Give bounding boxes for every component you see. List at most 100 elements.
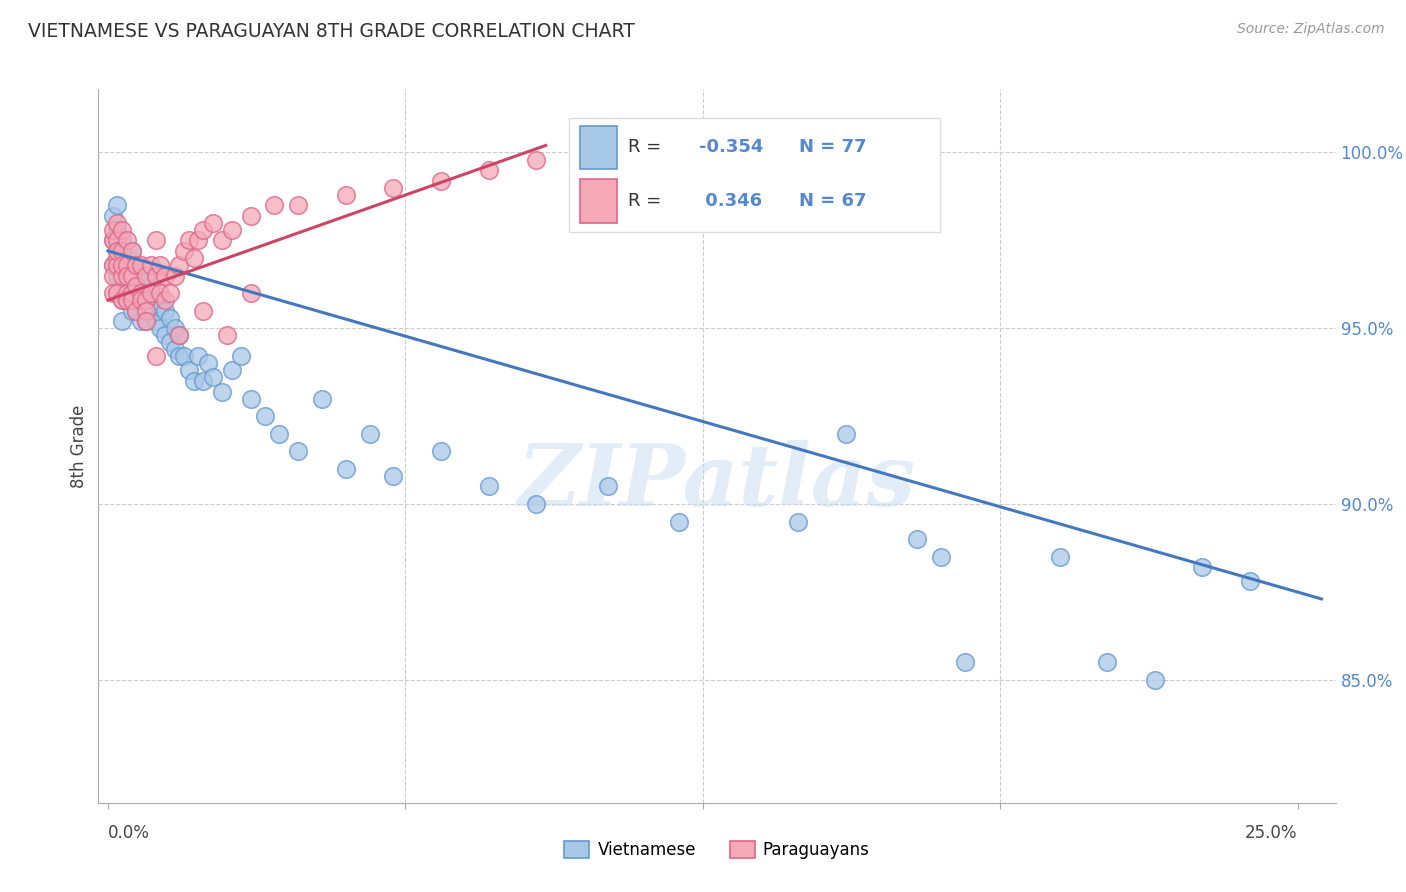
Point	[101, 209, 124, 223]
Point	[145, 268, 167, 283]
Point	[135, 293, 157, 307]
Point	[183, 374, 205, 388]
Point	[177, 363, 200, 377]
Point	[787, 515, 810, 529]
Point	[139, 279, 162, 293]
Point	[149, 258, 172, 272]
Point	[191, 303, 214, 318]
Point	[311, 392, 333, 406]
Point	[139, 286, 162, 301]
Point	[107, 286, 129, 301]
Point	[905, 532, 928, 546]
Point	[221, 223, 243, 237]
Point	[221, 363, 243, 377]
Point	[1049, 549, 1071, 564]
Text: 25.0%: 25.0%	[1246, 824, 1298, 842]
Point	[668, 515, 690, 529]
Point	[145, 233, 167, 247]
Point	[101, 258, 124, 272]
Point	[163, 268, 186, 283]
Point	[125, 258, 148, 272]
Point	[111, 293, 134, 307]
Point	[153, 293, 176, 307]
Point	[191, 374, 214, 388]
Point	[121, 286, 143, 301]
Point	[101, 268, 124, 283]
Point	[115, 268, 138, 283]
Point	[169, 328, 191, 343]
Point	[107, 223, 129, 237]
Point	[177, 233, 200, 247]
Text: ZIPatlas: ZIPatlas	[517, 440, 917, 524]
Point	[129, 286, 152, 301]
Point	[159, 286, 181, 301]
Point	[107, 286, 129, 301]
Point	[101, 223, 124, 237]
Point	[145, 350, 167, 364]
Point	[129, 293, 152, 307]
Point	[430, 444, 453, 458]
Point	[125, 286, 148, 301]
Point	[125, 303, 148, 318]
Point	[121, 268, 143, 283]
Point	[834, 426, 856, 441]
Point	[101, 258, 124, 272]
Point	[201, 370, 224, 384]
Point	[163, 321, 186, 335]
Point	[135, 303, 157, 318]
Point	[169, 350, 191, 364]
Point	[153, 303, 176, 318]
Point	[253, 409, 276, 424]
Point	[173, 350, 195, 364]
Point	[111, 279, 134, 293]
Legend: Vietnamese, Paraguayans: Vietnamese, Paraguayans	[558, 834, 876, 866]
Point	[169, 328, 191, 343]
Point	[101, 233, 124, 247]
Point	[129, 293, 152, 307]
Point	[211, 384, 233, 399]
Point	[107, 198, 129, 212]
Point	[107, 244, 129, 258]
Point	[1239, 574, 1261, 589]
Point	[107, 258, 129, 272]
Point	[129, 258, 152, 272]
Point	[107, 251, 129, 265]
Point	[173, 244, 195, 258]
Point	[115, 293, 138, 307]
Point	[111, 258, 134, 272]
Point	[129, 268, 152, 283]
Point	[115, 286, 138, 301]
Point	[478, 479, 501, 493]
Point	[183, 251, 205, 265]
Point	[129, 314, 152, 328]
Point	[115, 293, 138, 307]
Point	[111, 251, 134, 265]
Point	[115, 258, 138, 272]
Point	[478, 163, 501, 178]
Point	[149, 321, 172, 335]
Point	[111, 258, 134, 272]
Text: Source: ZipAtlas.com: Source: ZipAtlas.com	[1237, 22, 1385, 37]
Text: VIETNAMESE VS PARAGUAYAN 8TH GRADE CORRELATION CHART: VIETNAMESE VS PARAGUAYAN 8TH GRADE CORRE…	[28, 22, 636, 41]
Point	[135, 314, 157, 328]
Point	[139, 303, 162, 318]
Point	[430, 173, 453, 187]
Point	[201, 216, 224, 230]
Point	[121, 279, 143, 293]
Point	[125, 265, 148, 279]
Point	[101, 286, 124, 301]
Point	[596, 479, 619, 493]
Point	[139, 258, 162, 272]
Point	[107, 216, 129, 230]
Point	[149, 300, 172, 314]
Point	[191, 223, 214, 237]
Point	[187, 350, 209, 364]
Point	[121, 244, 143, 258]
Point	[269, 426, 291, 441]
Point	[335, 187, 357, 202]
Point	[121, 258, 143, 272]
Point	[145, 293, 167, 307]
Point	[153, 268, 176, 283]
Text: 0.0%: 0.0%	[108, 824, 150, 842]
Point	[111, 223, 134, 237]
